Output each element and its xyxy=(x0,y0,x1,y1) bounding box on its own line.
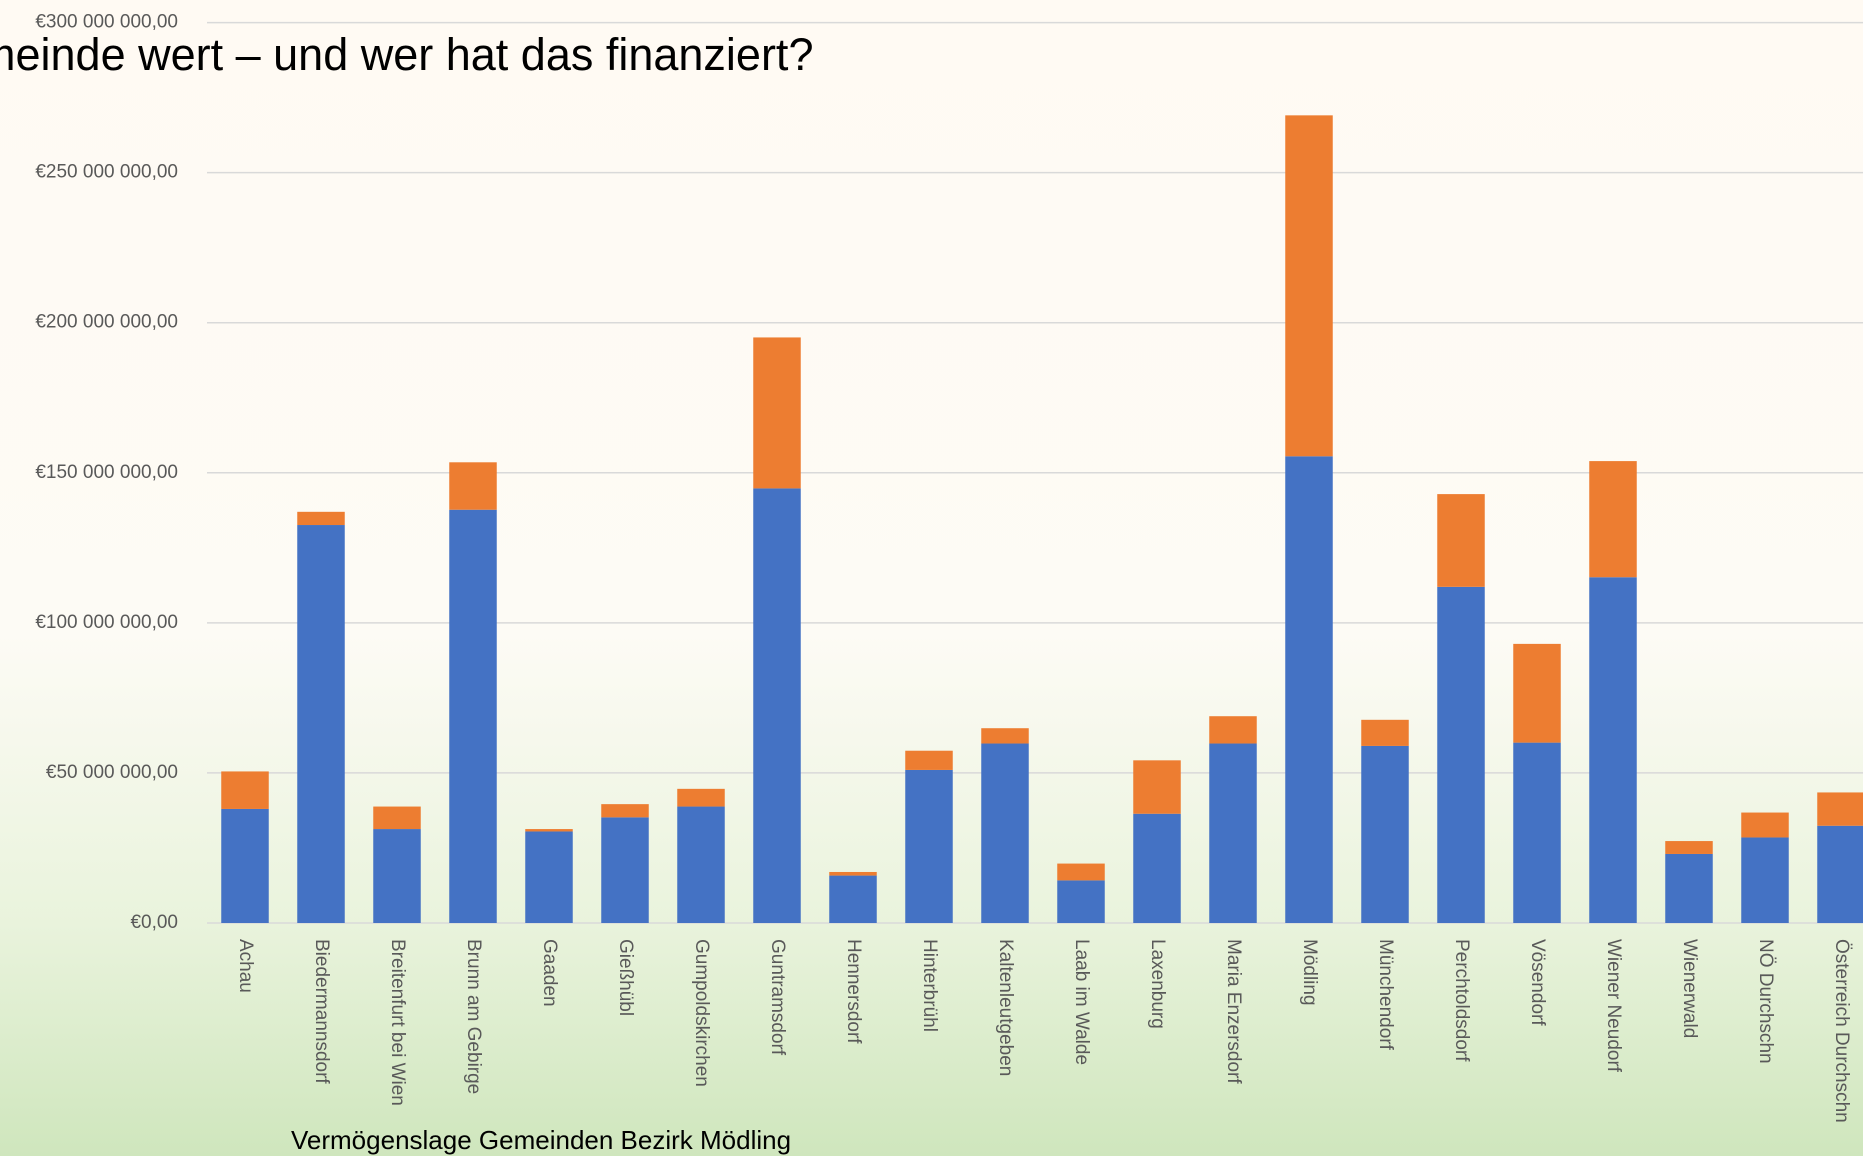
x-tick-label: Wienerwald xyxy=(1679,939,1700,1038)
bar-segment xyxy=(221,808,269,923)
y-tick-label: €0,00 xyxy=(130,912,178,933)
bar-segment xyxy=(1741,812,1789,838)
bar-segment xyxy=(753,337,801,489)
x-tick-label: Hinterbrühl xyxy=(919,939,940,1032)
x-tick-label: Laab im Walde xyxy=(1071,939,1092,1065)
bar-segment xyxy=(905,750,953,770)
bar-segment xyxy=(449,462,497,510)
bar-segment xyxy=(1133,813,1181,923)
bar-segment xyxy=(1437,494,1485,587)
bar-segment xyxy=(981,728,1029,744)
bar-segment xyxy=(1665,841,1713,854)
bar-segment xyxy=(1361,745,1409,923)
bar-segment xyxy=(525,829,573,832)
bar-segment xyxy=(677,806,725,923)
bar-segment xyxy=(829,875,877,923)
bar-segment xyxy=(1133,760,1181,814)
chart-title: meinde wert – und wer hat das finanziert… xyxy=(0,29,813,80)
bar-segment xyxy=(1589,577,1637,923)
bar-segment xyxy=(1589,461,1637,578)
bar-segment xyxy=(373,829,421,923)
bar-segment xyxy=(981,743,1029,923)
bar-segment xyxy=(1513,742,1561,923)
bar-segment xyxy=(1513,643,1561,743)
bar-segment xyxy=(1817,825,1863,923)
x-tick-label: Laxenburg xyxy=(1147,939,1168,1029)
x-tick-label: Vösendorf xyxy=(1527,939,1548,1026)
bar-segment xyxy=(1057,863,1105,881)
bar-segment xyxy=(1209,743,1257,923)
x-tick-label: Brunn am Gebirge xyxy=(463,939,484,1094)
x-tick-label: Perchtoldsdorf xyxy=(1451,939,1472,1062)
bar-segment xyxy=(221,771,269,809)
bar-segment xyxy=(297,511,345,526)
x-tick-label: Gießhübl xyxy=(615,939,636,1016)
y-tick-label: €300 000 000,00 xyxy=(35,12,178,33)
x-tick-label: Münchendorf xyxy=(1375,939,1396,1051)
bar-segment xyxy=(525,831,573,923)
x-tick-label: Biedermannsdorf xyxy=(311,939,332,1084)
x-tick-label: Guntramsdorf xyxy=(767,939,788,1056)
bar-segment xyxy=(1285,456,1333,923)
x-tick-label: Breitenfurt bei Wien xyxy=(387,939,408,1106)
bar-segment xyxy=(373,806,421,830)
y-tick-label: €100 000 000,00 xyxy=(35,612,178,633)
x-tick-label: Mödling xyxy=(1299,939,1320,1006)
x-tick-label: Gumpoldskirchen xyxy=(691,939,712,1087)
x-tick-label: Hennersdorf xyxy=(843,939,864,1044)
y-tick-label: €50 000 000,00 xyxy=(46,762,178,783)
x-axis-label: Vermögenslage Gemeinden Bezirk Mödling xyxy=(291,1125,791,1155)
bar-segment xyxy=(1665,853,1713,923)
bar-segment xyxy=(677,788,725,807)
x-tick-label: Kaltenleutgeben xyxy=(995,939,1016,1076)
bar-segment xyxy=(829,871,877,876)
x-tick-label: NÖ Durchschn xyxy=(1755,939,1776,1064)
x-tick-label: Österreich Durchschn xyxy=(1831,939,1852,1123)
bar-segment xyxy=(449,509,497,923)
bars: Achau Biedermannsdorf Breitenfurt bei Wien… xyxy=(221,115,1863,1123)
x-tick-label: Wiener Neudorf xyxy=(1603,939,1624,1073)
bar-segment xyxy=(1817,792,1863,826)
bar-segment xyxy=(753,488,801,923)
x-tick-label: Achau xyxy=(235,939,256,993)
bar-segment xyxy=(601,804,649,818)
bar-segment xyxy=(1285,115,1333,457)
bar-segment xyxy=(1057,880,1105,923)
y-tick-label: €200 000 000,00 xyxy=(35,312,178,333)
y-tick-label: €250 000 000,00 xyxy=(35,162,178,183)
bar-segment xyxy=(297,525,345,923)
y-tick-label: €150 000 000,00 xyxy=(35,462,178,483)
bar-segment xyxy=(1209,716,1257,744)
x-tick-label: Maria Enzersdorf xyxy=(1223,939,1244,1084)
bar-segment xyxy=(1361,719,1409,746)
bar-segment xyxy=(1437,586,1485,923)
bar-segment xyxy=(601,817,649,923)
x-tick-label: Gaaden xyxy=(539,939,560,1007)
bar-segment xyxy=(1741,837,1789,923)
bar-segment xyxy=(905,769,953,923)
